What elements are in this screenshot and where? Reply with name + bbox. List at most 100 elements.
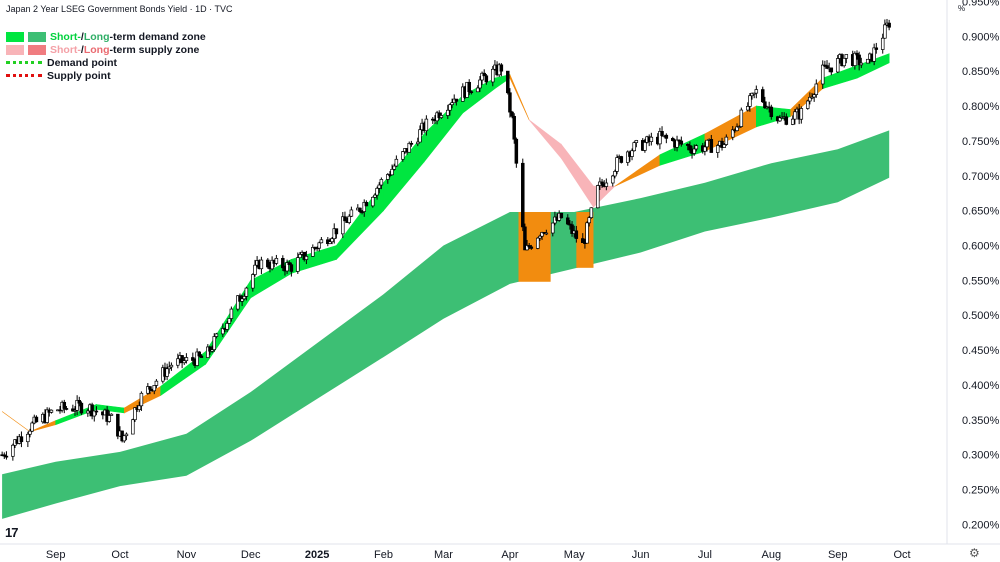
candle-body	[184, 357, 189, 362]
candle-body	[469, 91, 474, 94]
x-tick-label: Aug	[762, 549, 782, 561]
candle-body	[808, 96, 812, 102]
candle-body	[180, 355, 184, 364]
candle-body	[281, 258, 285, 269]
candle-body	[694, 145, 699, 150]
y-tick-label: 0.900%	[962, 31, 1000, 43]
x-tick-label: May	[564, 549, 585, 561]
y-axis: 0.200% 0.250% 0.300% 0.350% 0.400% 0.450% 0.50…	[962, 0, 1000, 531]
candle-body	[587, 217, 591, 224]
y-tick-label: 0.700%	[962, 171, 1000, 183]
candle-body	[760, 89, 765, 103]
y-tick-label: 0.250%	[962, 485, 1000, 497]
candle-body	[491, 68, 495, 83]
candle-body	[206, 346, 210, 358]
candle-body	[855, 52, 859, 56]
y-tick-label: 0.200%	[962, 519, 1000, 531]
candle-body	[296, 257, 300, 272]
candle-body	[77, 400, 82, 404]
candle-body	[799, 108, 804, 120]
candle-body	[596, 185, 600, 209]
candle-body	[375, 187, 379, 196]
candle-body	[476, 87, 480, 93]
candle-body	[722, 144, 726, 148]
candle-body	[730, 129, 735, 138]
candle-body	[536, 237, 540, 249]
candle-body	[116, 413, 120, 437]
legend-supply-zone-label: -term supply zone	[109, 43, 200, 56]
candle-body	[752, 92, 756, 95]
short-term-zone-segment	[96, 404, 125, 414]
long-demand-swatch	[28, 31, 46, 42]
candle-body	[347, 215, 351, 223]
candle-body	[169, 364, 174, 368]
legend-short-word: Short-	[50, 30, 81, 43]
gear-icon[interactable]: ⚙	[969, 546, 980, 560]
candle-body	[769, 106, 774, 118]
candle-body	[45, 409, 49, 423]
legend-supply-point: Supply point	[6, 69, 206, 82]
candle-body	[131, 419, 135, 435]
x-tick-label: Sep	[46, 549, 66, 561]
candle-body	[739, 109, 744, 127]
candle-body	[499, 64, 504, 72]
candle-body	[221, 328, 225, 335]
candle-body	[75, 400, 79, 411]
candle-body	[364, 201, 369, 207]
candle-body	[677, 139, 681, 142]
x-tick-label: Dec	[241, 549, 261, 561]
candle-body	[251, 274, 255, 289]
candle-body	[887, 22, 891, 28]
candle-body	[79, 402, 84, 414]
y-tick-label: 0.400%	[962, 380, 1000, 392]
candle-body	[600, 181, 604, 185]
y-tick-label: 0.550%	[962, 275, 1000, 287]
candle-body	[49, 409, 54, 413]
candle-body	[377, 184, 381, 189]
candle-body	[585, 222, 589, 244]
candle-body	[784, 116, 789, 125]
candle-body	[4, 455, 9, 458]
candle-body	[371, 196, 375, 207]
candle-body	[416, 141, 420, 145]
candle-body	[343, 216, 347, 222]
candle-body	[236, 295, 240, 310]
tradingview-logo[interactable]: 17	[5, 525, 19, 540]
candle-body	[859, 62, 864, 66]
x-axis: Sep Oct Nov Dec 2025 Feb Mar Apr May Jun Jul Aug Sep…	[46, 549, 911, 561]
candle-body	[109, 413, 114, 416]
candle-body	[745, 105, 750, 111]
candle-body	[139, 392, 144, 407]
candle-body	[253, 264, 257, 275]
candle-body	[538, 235, 542, 239]
candle-body	[62, 401, 67, 409]
candle-body	[880, 37, 885, 50]
candle-body	[71, 408, 75, 412]
x-tick-label: Nov	[177, 549, 197, 561]
candle-body	[604, 182, 609, 187]
candle-body	[763, 101, 767, 109]
candle-body	[793, 111, 797, 120]
short-term-zone-segment	[423, 94, 464, 163]
candle-body	[270, 259, 274, 270]
candle-body	[844, 54, 849, 59]
candle-body	[658, 131, 662, 145]
y-tick-label: 0.500%	[962, 310, 1000, 322]
candle-body	[540, 232, 544, 237]
candle-body	[439, 115, 444, 118]
candle-body	[199, 355, 204, 358]
candle-body	[748, 95, 752, 107]
candle-body	[34, 416, 39, 423]
x-tick-label: Sep	[828, 549, 848, 561]
y-axis-unit: %	[958, 4, 966, 13]
long-term-zone-layer	[2, 130, 890, 519]
candle-body	[482, 72, 486, 77]
candle-body	[692, 148, 696, 154]
candle-body	[64, 408, 69, 410]
long-supply-swatch	[28, 44, 46, 55]
y-tick-label: 0.650%	[962, 206, 1000, 218]
candle-body	[664, 134, 669, 139]
candle-body	[182, 360, 187, 364]
candle-body	[613, 171, 617, 177]
candle-body	[386, 174, 390, 180]
